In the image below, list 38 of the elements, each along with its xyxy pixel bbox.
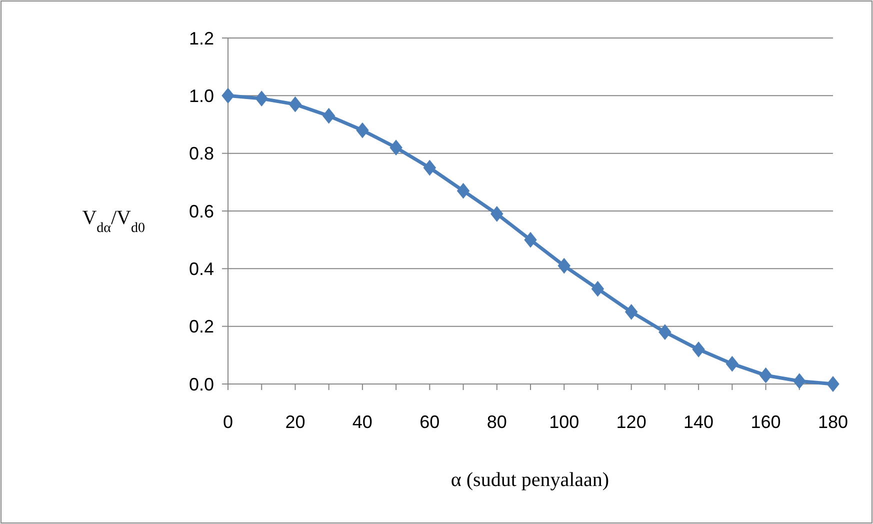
- x-tick-label: 180: [818, 412, 848, 432]
- y-tick-label: 0.0: [188, 374, 214, 394]
- point: [222, 88, 234, 104]
- point: [558, 258, 570, 274]
- x-tick-label: 60: [420, 412, 440, 432]
- x-tick-label: 140: [684, 412, 714, 432]
- x-axis-title: α (sudut penyalaan): [450, 469, 610, 491]
- y-tick-label: 1.0: [188, 86, 214, 106]
- x-tick-label: 120: [616, 412, 646, 432]
- y-tick-label: 0.8: [188, 144, 214, 164]
- point: [726, 356, 739, 372]
- point: [759, 367, 772, 384]
- x-tick-label: 40: [352, 412, 372, 432]
- y-tick-label: 0.2: [188, 316, 214, 337]
- x-tick-label: 160: [750, 412, 781, 432]
- x-tick-label: 20: [285, 412, 306, 432]
- y-axis-title: V$_{dα}$/V$_{d0}$: [82, 207, 145, 236]
- point: [826, 376, 840, 392]
- point: [356, 122, 369, 138]
- point: [456, 182, 470, 199]
- point: [288, 96, 302, 112]
- y-tick-label: 1.2: [188, 28, 214, 48]
- x-tick-label: 100: [549, 412, 580, 432]
- y-tick-label: 0.6: [188, 201, 214, 222]
- point: [793, 373, 806, 390]
- point: [322, 108, 336, 124]
- point: [255, 90, 268, 106]
- x-tick-label: 0: [222, 412, 234, 432]
- y-tick-label: 0.4: [188, 258, 214, 279]
- point: [524, 232, 537, 248]
- point: [490, 206, 504, 222]
- point: [390, 140, 402, 156]
- point: [591, 280, 604, 297]
- point: [658, 324, 672, 340]
- point: [423, 160, 436, 176]
- point: [692, 341, 705, 358]
- point: [624, 304, 638, 320]
- x-tick-label: 80: [486, 412, 507, 432]
